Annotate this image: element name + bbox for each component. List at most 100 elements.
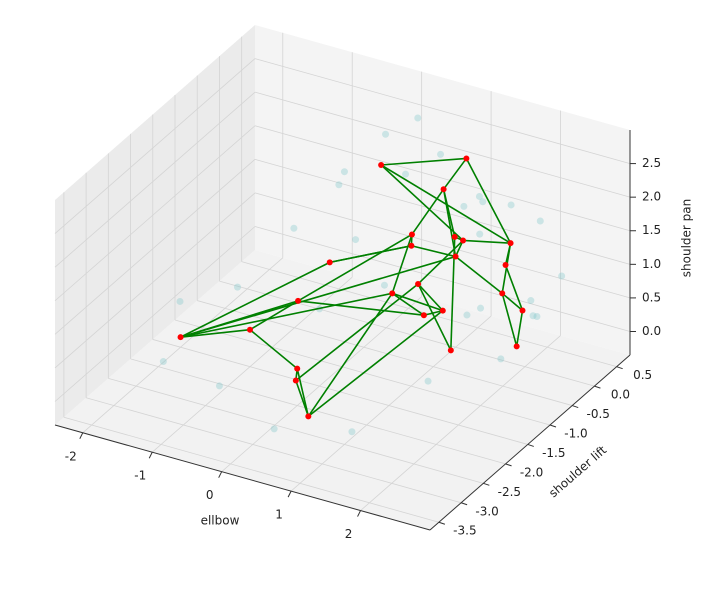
edge (442, 157, 468, 190)
node-point (519, 307, 526, 314)
tick-mark (438, 521, 446, 525)
grid-line (360, 335, 561, 511)
y-tick-label: -0.5 (587, 407, 610, 421)
edge (411, 188, 445, 235)
sample-point (340, 168, 348, 176)
grid-line (54, 125, 256, 302)
grid-line (54, 226, 256, 402)
node-point (247, 326, 253, 333)
tick-mark (287, 490, 292, 498)
edge (297, 233, 413, 302)
tick-mark (357, 510, 362, 517)
sample-point (176, 297, 184, 305)
y-tick-label: -1.0 (564, 427, 587, 441)
grid-line (82, 257, 284, 434)
sample-point (215, 382, 223, 390)
edge (295, 380, 310, 417)
edge (380, 164, 464, 242)
edge (381, 157, 467, 166)
grid-line (254, 158, 631, 265)
sample-point (558, 272, 566, 280)
edge (465, 158, 512, 244)
sample-point (533, 312, 541, 320)
node-point (452, 253, 459, 260)
edge (501, 292, 524, 312)
z-tick-label: 1.5 (642, 223, 661, 237)
x-tick-label: -1 (134, 469, 146, 483)
x-tick-label: 1 (275, 508, 283, 522)
grid-line (174, 319, 551, 426)
grid-line (63, 416, 439, 523)
edge (295, 283, 419, 382)
y-axis-line (429, 354, 631, 531)
tick-mark (148, 451, 153, 459)
grid-line (54, 91, 256, 268)
edge (180, 255, 456, 338)
sample-point (402, 170, 410, 178)
node-point (378, 161, 385, 168)
node-point (451, 233, 458, 240)
z-tick-label: 1.0 (642, 257, 661, 271)
edge (504, 242, 512, 266)
grid-line (290, 315, 492, 492)
tick-mark (79, 432, 84, 440)
tick-mark (505, 463, 512, 467)
edge (455, 255, 503, 294)
sample-point (529, 312, 537, 320)
grid-line (54, 58, 256, 234)
sample-point (159, 358, 167, 366)
tick-mark (527, 443, 534, 447)
node-point (513, 343, 520, 350)
edge (249, 300, 299, 331)
x-axis-title: ellbow (201, 514, 240, 528)
edge (417, 283, 452, 351)
node-point (292, 377, 299, 384)
grid-line (254, 125, 631, 232)
tick-mark (549, 424, 557, 428)
sample-point (348, 428, 356, 436)
edge (423, 309, 443, 317)
edge (180, 328, 251, 338)
edge (515, 310, 524, 347)
y-tick-label: -2.5 (498, 485, 521, 499)
sample-point (536, 217, 544, 225)
edge (417, 239, 464, 285)
edge (180, 292, 393, 338)
node-point (463, 155, 470, 162)
x-tick-label: 0 (206, 488, 214, 502)
node-point (502, 262, 509, 269)
edge (501, 293, 518, 347)
node-point (460, 237, 467, 244)
node-point (305, 413, 312, 420)
sample-point (497, 355, 505, 363)
node-point (440, 186, 447, 193)
sample-point (270, 425, 278, 433)
grid-line (130, 358, 506, 465)
grid-line (197, 300, 573, 406)
node-point (408, 242, 415, 249)
edge (442, 189, 456, 238)
grid-line (151, 276, 353, 453)
edge (296, 368, 310, 417)
grid-line (54, 159, 256, 335)
z-tick-label: 0.5 (642, 290, 661, 304)
y-tick-label: -3.0 (475, 504, 498, 518)
edge (391, 234, 413, 294)
edge (391, 292, 444, 312)
node-point (507, 240, 514, 247)
grid-line (219, 280, 595, 387)
marks (159, 114, 566, 436)
sample-point (477, 304, 485, 312)
tick-mark (460, 502, 468, 506)
edge (391, 292, 425, 316)
grid-line (254, 192, 631, 299)
edge (307, 292, 393, 417)
sample-point (380, 281, 388, 289)
edge (380, 164, 511, 244)
node-point (326, 259, 333, 266)
node-point (420, 312, 427, 319)
node-point (294, 365, 301, 372)
edge (504, 264, 524, 311)
sample-point (234, 283, 241, 291)
